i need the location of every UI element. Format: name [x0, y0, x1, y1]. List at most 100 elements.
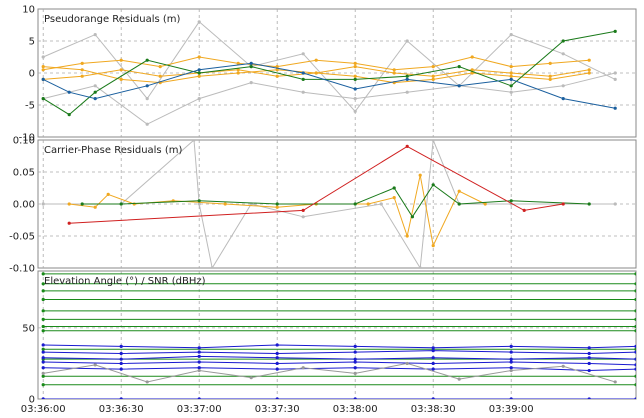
panel-frame [37, 8, 637, 138]
data-point [457, 377, 461, 381]
data-point [634, 324, 636, 329]
data-point [634, 344, 636, 348]
data-point [106, 192, 110, 196]
data-point [119, 361, 123, 366]
series-group [41, 272, 636, 399]
data-point [634, 309, 636, 313]
data-point [405, 77, 409, 81]
data-point [392, 196, 396, 200]
x-tick-label: 03:37:30 [255, 404, 300, 415]
y-tick-label: 0 [29, 395, 35, 406]
data-point [41, 297, 45, 302]
y-tick-label: 5 [29, 37, 35, 48]
data-point [587, 202, 591, 206]
data-point [275, 202, 279, 206]
data-point [41, 202, 45, 206]
data-point [249, 65, 253, 69]
data-point [431, 349, 435, 353]
data-point [392, 186, 396, 190]
data-point [509, 397, 513, 399]
data-point [509, 77, 513, 81]
data-point [275, 74, 279, 78]
data-point [41, 350, 45, 354]
data-point [41, 374, 45, 378]
data-point [613, 29, 617, 33]
data-point [509, 84, 513, 88]
data-point [353, 350, 357, 354]
data-point [418, 173, 422, 177]
data-point [41, 309, 45, 313]
data-point [353, 371, 357, 375]
data-point [41, 272, 45, 276]
data-point [119, 77, 123, 81]
data-point [197, 74, 201, 78]
data-point [197, 71, 201, 75]
data-point [431, 397, 435, 399]
data-point [431, 356, 435, 360]
data-point [509, 360, 513, 364]
data-point [41, 347, 45, 351]
data-point [353, 397, 357, 399]
data-point [249, 61, 253, 65]
data-point [353, 97, 357, 101]
data-point [197, 97, 201, 101]
data-point [275, 356, 279, 360]
panel-3: 50 0 Elevation Angle (°) / SNR (dBHz) 03:36… [21, 270, 637, 415]
data-point [418, 266, 422, 268]
y-tick-label: -0.10 [9, 264, 35, 275]
data-point [548, 61, 552, 65]
data-point [80, 61, 84, 65]
data-point [587, 68, 591, 72]
data-point [509, 74, 513, 78]
data-point [634, 282, 636, 286]
data-point [509, 344, 513, 348]
data-point [431, 65, 435, 69]
data-point [509, 199, 513, 203]
data-point [470, 55, 474, 59]
data-point [41, 324, 45, 329]
x-tick-label: 03:38:00 [333, 404, 378, 415]
data-point [634, 347, 636, 351]
data-point [587, 368, 591, 373]
y-tick-label: 50 [22, 323, 35, 334]
series-group [41, 140, 617, 268]
data-point [41, 371, 45, 375]
data-point [634, 374, 636, 378]
data-point [275, 68, 279, 72]
data-point [41, 97, 45, 101]
panel-title: Carrier-Phase Residuals (m) [44, 145, 182, 156]
data-point [41, 397, 45, 399]
data-point [301, 208, 305, 212]
y-tick-label: 0 [29, 69, 35, 80]
data-point [119, 58, 123, 62]
data-point [67, 202, 71, 206]
data-point [379, 202, 383, 206]
data-point [275, 397, 279, 399]
data-point [210, 266, 214, 268]
data-point [145, 97, 149, 101]
data-point [587, 397, 591, 399]
x-tick-label: 03:36:30 [99, 404, 144, 415]
data-point [561, 39, 565, 43]
data-point [41, 366, 45, 370]
data-point [67, 90, 71, 94]
data-point [392, 71, 396, 75]
x-tick-label: 03:37:00 [177, 404, 222, 415]
data-point [197, 55, 201, 59]
data-point [634, 272, 636, 276]
data-point [93, 363, 97, 367]
data-point [587, 351, 591, 356]
data-point [197, 366, 201, 370]
data-point [613, 106, 617, 110]
data-point [634, 383, 636, 387]
data-point [587, 361, 591, 366]
data-point [41, 383, 45, 387]
data-point [197, 360, 201, 364]
data-point [634, 367, 636, 371]
data-point [236, 71, 240, 75]
data-point [197, 68, 201, 72]
data-point [431, 77, 435, 81]
y-tick-label: 0.05 [13, 168, 35, 179]
data-point [275, 65, 279, 69]
data-point [366, 202, 370, 206]
